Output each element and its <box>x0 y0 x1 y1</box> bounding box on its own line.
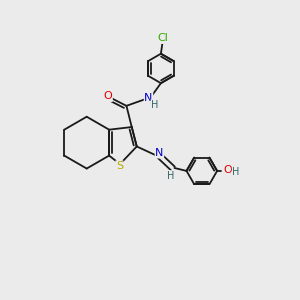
Text: O: O <box>224 165 232 175</box>
Text: O: O <box>103 92 112 101</box>
Text: N: N <box>155 148 164 158</box>
Text: H: H <box>232 167 240 177</box>
Text: N: N <box>144 93 153 103</box>
Text: H: H <box>167 171 174 181</box>
Text: S: S <box>116 161 123 171</box>
Text: Cl: Cl <box>157 33 168 43</box>
Text: H: H <box>151 100 158 110</box>
